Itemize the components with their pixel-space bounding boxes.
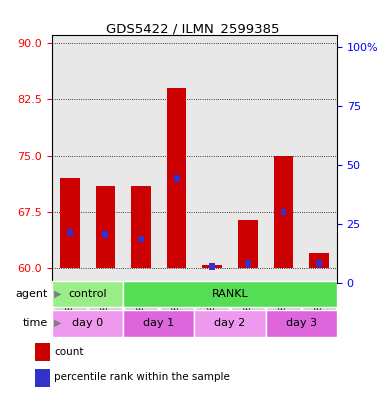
FancyBboxPatch shape bbox=[52, 310, 123, 336]
FancyBboxPatch shape bbox=[123, 281, 337, 307]
Bar bbox=[35, 369, 50, 387]
Text: GSM1387105: GSM1387105 bbox=[172, 285, 181, 336]
Bar bbox=[35, 343, 50, 361]
Bar bbox=[174, 175, 179, 182]
Text: day 2: day 2 bbox=[214, 318, 246, 328]
Text: ▶: ▶ bbox=[54, 318, 61, 328]
FancyBboxPatch shape bbox=[231, 285, 265, 337]
FancyBboxPatch shape bbox=[53, 285, 87, 337]
Text: GSM1387106: GSM1387106 bbox=[243, 285, 252, 336]
Bar bbox=[281, 209, 286, 215]
FancyBboxPatch shape bbox=[194, 310, 266, 336]
FancyBboxPatch shape bbox=[266, 310, 337, 336]
Bar bbox=[102, 231, 108, 238]
Text: RANKL: RANKL bbox=[212, 289, 248, 299]
FancyBboxPatch shape bbox=[52, 281, 123, 307]
Bar bbox=[209, 263, 215, 270]
Text: count: count bbox=[54, 347, 84, 357]
Text: day 3: day 3 bbox=[286, 318, 317, 328]
FancyBboxPatch shape bbox=[123, 310, 194, 336]
Bar bbox=[138, 236, 144, 242]
Text: GSM1387103: GSM1387103 bbox=[137, 285, 146, 336]
Text: day 0: day 0 bbox=[72, 318, 103, 328]
Text: GDS5422 / ILMN_2599385: GDS5422 / ILMN_2599385 bbox=[106, 22, 279, 35]
Text: agent: agent bbox=[16, 289, 48, 299]
Bar bbox=[131, 186, 151, 268]
Bar bbox=[309, 253, 329, 268]
FancyBboxPatch shape bbox=[124, 285, 158, 337]
FancyBboxPatch shape bbox=[195, 285, 229, 337]
FancyBboxPatch shape bbox=[159, 285, 194, 337]
Bar bbox=[245, 261, 251, 267]
Bar bbox=[60, 178, 80, 268]
Text: GSM1383263: GSM1383263 bbox=[315, 285, 323, 336]
Text: control: control bbox=[68, 289, 107, 299]
FancyBboxPatch shape bbox=[266, 285, 301, 337]
Text: GSM1383262: GSM1383262 bbox=[101, 285, 110, 336]
Bar bbox=[238, 220, 258, 268]
Bar bbox=[274, 156, 293, 268]
Bar bbox=[67, 229, 73, 236]
Text: GSM1383260: GSM1383260 bbox=[65, 285, 74, 336]
Text: GSM1387104: GSM1387104 bbox=[208, 285, 217, 336]
FancyBboxPatch shape bbox=[88, 285, 122, 337]
Text: day 1: day 1 bbox=[143, 318, 174, 328]
Text: percentile rank within the sample: percentile rank within the sample bbox=[54, 372, 230, 382]
FancyBboxPatch shape bbox=[302, 285, 336, 337]
Text: ▶: ▶ bbox=[54, 289, 61, 299]
Bar bbox=[203, 264, 222, 268]
Text: time: time bbox=[23, 318, 48, 328]
Text: GSM1383261: GSM1383261 bbox=[279, 285, 288, 336]
Bar bbox=[95, 186, 115, 268]
Bar bbox=[316, 261, 322, 267]
Bar bbox=[167, 88, 186, 268]
